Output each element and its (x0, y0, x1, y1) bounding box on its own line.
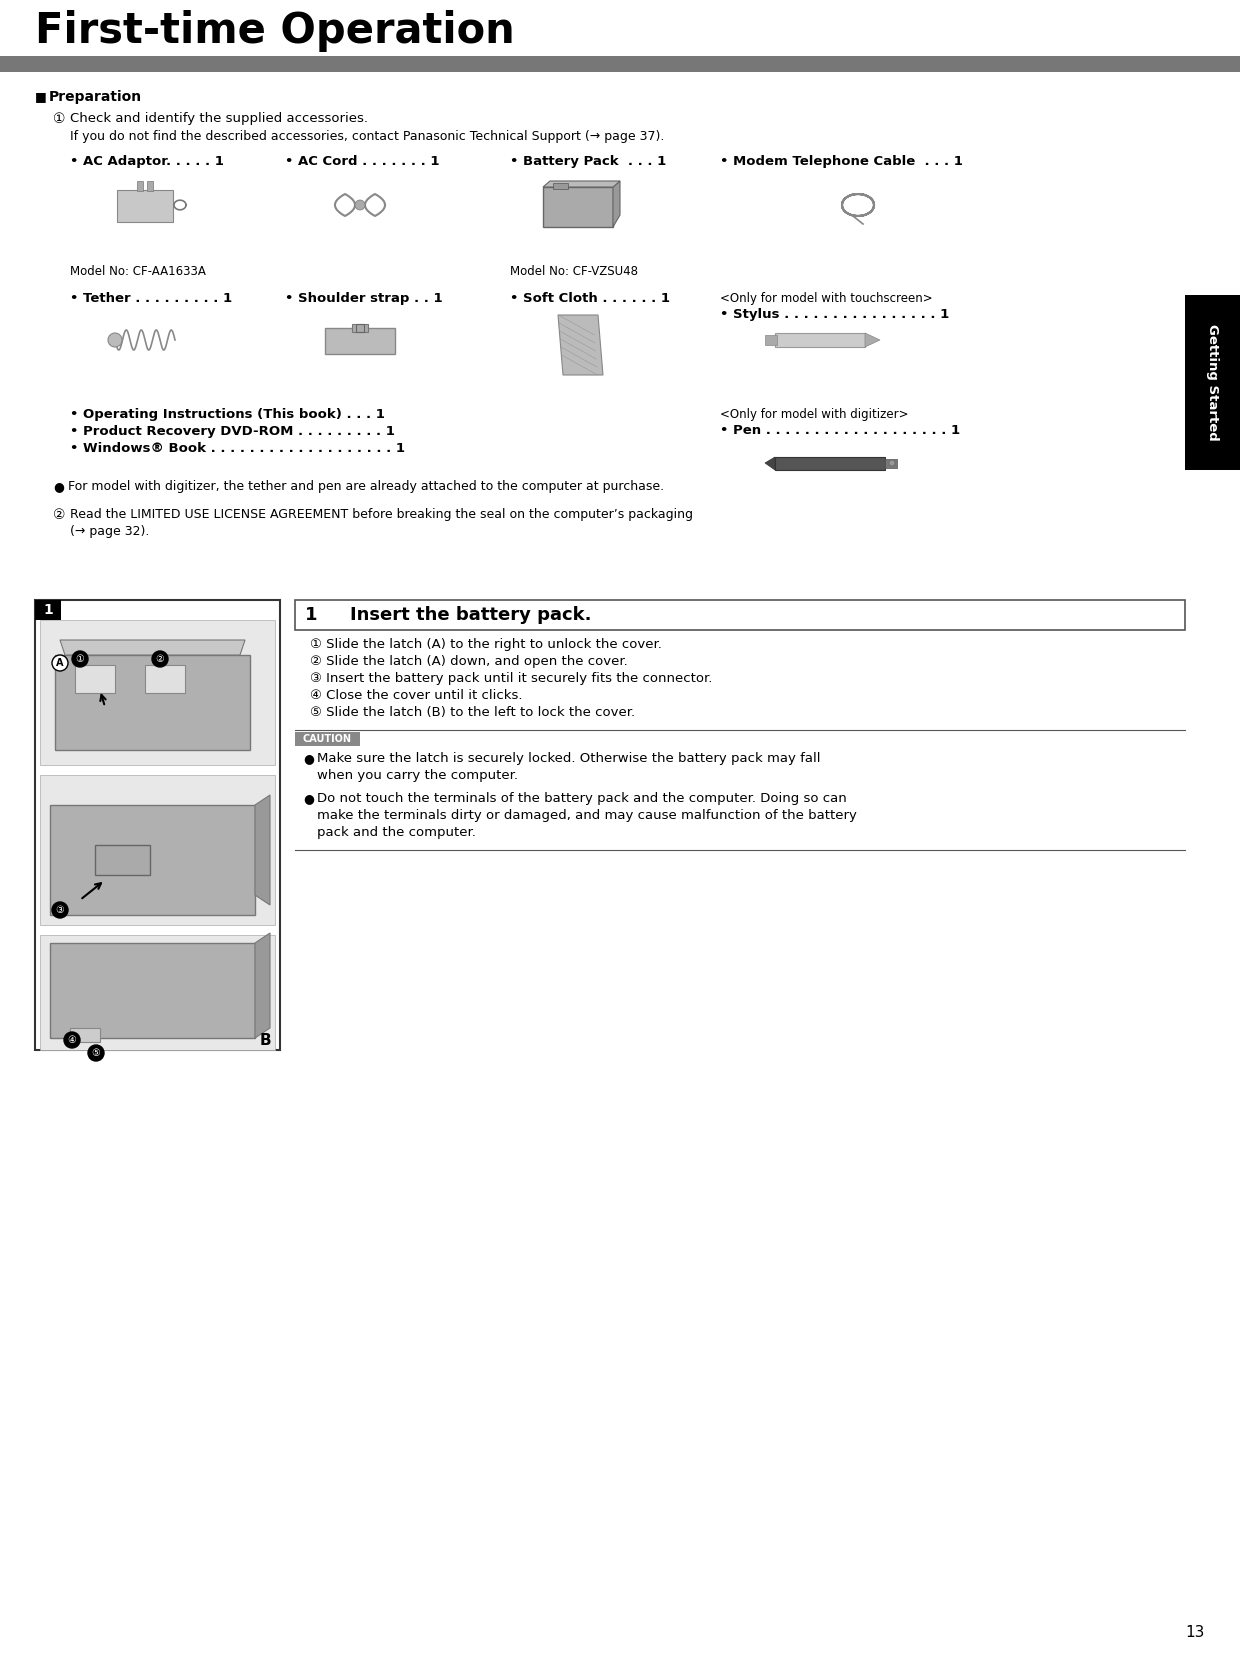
Text: • Shoulder strap . . 1: • Shoulder strap . . 1 (285, 292, 443, 305)
Bar (35, 599, 280, 1051)
Text: 1: 1 (43, 603, 53, 618)
Circle shape (72, 651, 88, 667)
Circle shape (355, 199, 365, 211)
Text: 13: 13 (1185, 1625, 1204, 1640)
Bar (55, 656, 250, 750)
Circle shape (52, 656, 68, 671)
Text: Insert the battery pack.: Insert the battery pack. (350, 606, 591, 624)
Text: pack and the computer.: pack and the computer. (317, 827, 476, 838)
Text: • Pen . . . . . . . . . . . . . . . . . . . 1: • Pen . . . . . . . . . . . . . . . . . … (720, 423, 960, 437)
Text: • Battery Pack  . . . 1: • Battery Pack . . . 1 (510, 154, 666, 168)
Bar (0, 56, 1240, 71)
Text: • Stylus . . . . . . . . . . . . . . . . 1: • Stylus . . . . . . . . . . . . . . . .… (720, 309, 950, 320)
Text: ⑤ Slide the latch (B) to the left to lock the cover.: ⑤ Slide the latch (B) to the left to loc… (310, 706, 635, 719)
Text: • AC Cord . . . . . . . 1: • AC Cord . . . . . . . 1 (285, 154, 439, 168)
Circle shape (88, 1046, 104, 1061)
Text: ④ Close the cover until it clicks.: ④ Close the cover until it clicks. (310, 689, 522, 702)
Text: make the terminals dirty or damaged, and may cause malfunction of the battery: make the terminals dirty or damaged, and… (317, 808, 857, 822)
Polygon shape (765, 457, 775, 470)
Bar (295, 599, 1185, 631)
Bar (50, 943, 255, 1038)
Text: • Tether . . . . . . . . . 1: • Tether . . . . . . . . . 1 (69, 292, 232, 305)
Bar (775, 334, 866, 347)
Text: ③ Insert the battery pack until it securely fits the connector.: ③ Insert the battery pack until it secur… (310, 672, 712, 686)
Text: ●: ● (303, 752, 314, 765)
Text: 1: 1 (305, 606, 317, 624)
Text: Check and identify the supplied accessories.: Check and identify the supplied accessor… (69, 111, 368, 124)
Bar (352, 324, 368, 332)
Polygon shape (613, 181, 620, 227)
Bar (69, 1028, 100, 1042)
Text: ②: ② (156, 654, 165, 664)
Polygon shape (543, 181, 620, 188)
Bar (295, 732, 360, 745)
Circle shape (153, 651, 167, 667)
Text: when you carry the computer.: when you carry the computer. (317, 769, 518, 782)
Text: Model No: CF-AA1633A: Model No: CF-AA1633A (69, 266, 206, 277)
Text: B: B (259, 1033, 270, 1047)
Text: Preparation: Preparation (50, 90, 143, 105)
Text: First-time Operation: First-time Operation (35, 10, 515, 51)
Text: Getting Started: Getting Started (1207, 324, 1219, 442)
Text: ③: ③ (56, 905, 64, 915)
Text: Read the LIMITED USE LICENSE AGREEMENT before breaking the seal on the computer’: Read the LIMITED USE LICENSE AGREEMENT b… (69, 508, 693, 521)
Bar (543, 188, 613, 227)
Bar (117, 189, 174, 222)
Text: ②: ② (53, 508, 66, 521)
Bar (885, 460, 897, 468)
Text: A: A (56, 657, 63, 667)
Text: <Only for model with touchscreen>: <Only for model with touchscreen> (720, 292, 932, 305)
Text: Make sure the latch is securely locked. Otherwise the battery pack may fall: Make sure the latch is securely locked. … (317, 752, 821, 765)
Text: ①: ① (76, 654, 84, 664)
Text: ●: ● (303, 792, 314, 805)
Text: Do not touch the terminals of the battery pack and the computer. Doing so can: Do not touch the terminals of the batter… (317, 792, 847, 805)
Polygon shape (255, 795, 270, 905)
Text: ■: ■ (35, 90, 47, 103)
Text: Model No: CF-VZSU48: Model No: CF-VZSU48 (510, 266, 639, 277)
Polygon shape (255, 933, 270, 1038)
Bar (136, 181, 143, 191)
Polygon shape (60, 641, 246, 656)
Text: • AC Adaptor. . . . . 1: • AC Adaptor. . . . . 1 (69, 154, 224, 168)
Text: • Soft Cloth . . . . . . 1: • Soft Cloth . . . . . . 1 (510, 292, 670, 305)
Bar (775, 457, 885, 470)
Text: ④: ④ (68, 1034, 77, 1046)
Bar (40, 775, 275, 925)
Circle shape (108, 334, 122, 347)
Text: • Windows® Book . . . . . . . . . . . . . . . . . . . 1: • Windows® Book . . . . . . . . . . . . … (69, 442, 405, 455)
Polygon shape (866, 334, 880, 347)
Bar (553, 183, 568, 189)
Text: • Operating Instructions (This book) . . . 1: • Operating Instructions (This book) . .… (69, 408, 384, 422)
Circle shape (889, 460, 895, 466)
Text: • Modem Telephone Cable  . . . 1: • Modem Telephone Cable . . . 1 (720, 154, 963, 168)
Bar (145, 666, 185, 692)
Bar (148, 181, 153, 191)
Bar (50, 805, 255, 915)
Bar (765, 335, 777, 345)
Text: For model with digitizer, the tether and pen are already attached to the compute: For model with digitizer, the tether and… (68, 480, 665, 493)
Text: <Only for model with digitizer>: <Only for model with digitizer> (720, 408, 909, 422)
Bar (40, 619, 275, 765)
Bar (325, 329, 396, 354)
Text: ●: ● (53, 480, 64, 493)
Text: (→ page 32).: (→ page 32). (69, 525, 149, 538)
Text: CAUTION: CAUTION (303, 734, 351, 744)
Circle shape (64, 1033, 81, 1047)
Bar (40, 935, 275, 1051)
Bar (74, 666, 115, 692)
Bar (1185, 295, 1240, 470)
Text: ⑤: ⑤ (92, 1047, 100, 1057)
Bar (356, 324, 365, 332)
Text: ①: ① (53, 111, 66, 126)
Text: If you do not find the described accessories, contact Panasonic Technical Suppor: If you do not find the described accesso… (69, 129, 665, 143)
Polygon shape (558, 315, 603, 375)
Circle shape (52, 901, 68, 918)
Text: ① Slide the latch (A) to the right to unlock the cover.: ① Slide the latch (A) to the right to un… (310, 637, 662, 651)
Text: • Product Recovery DVD-ROM . . . . . . . . . 1: • Product Recovery DVD-ROM . . . . . . .… (69, 425, 394, 438)
Bar (35, 599, 61, 619)
Text: ② Slide the latch (A) down, and open the cover.: ② Slide the latch (A) down, and open the… (310, 656, 627, 667)
Bar (95, 845, 150, 875)
